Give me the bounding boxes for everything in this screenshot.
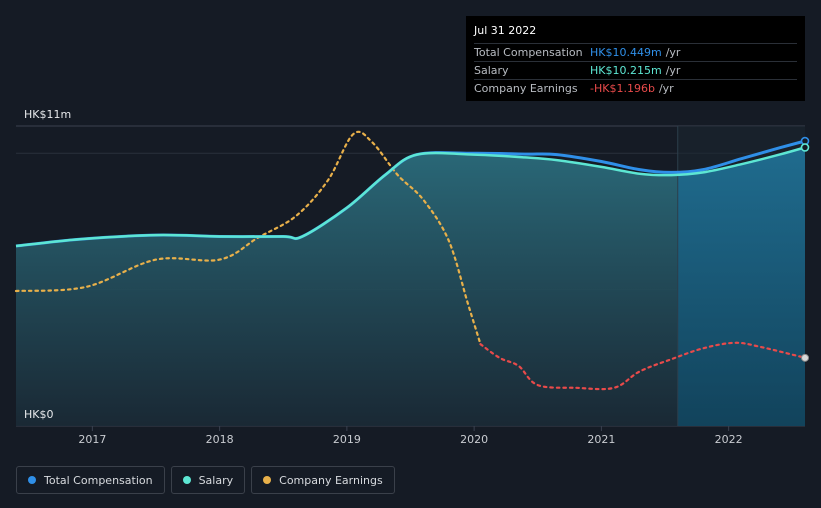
company-earnings-line — [14, 130, 482, 346]
y-axis-bottom-label: HK$0 — [24, 408, 53, 421]
tooltip-value: -HK$1.196b — [590, 82, 655, 95]
x-tick-label: 2021 — [587, 433, 615, 446]
salary-area — [16, 126, 805, 426]
tooltip-date: Jul 31 2022 — [474, 24, 537, 37]
legend-label: Company Earnings — [279, 473, 383, 487]
legend-label: Total Compensation — [44, 473, 153, 487]
chart-tooltip: Jul 31 2022 Total Compensation HK$10.449… — [466, 16, 805, 101]
tooltip-row-company-earnings: Company Earnings -HK$1.196b /yr — [474, 79, 797, 97]
tooltip-label: Total Compensation — [474, 46, 583, 59]
tooltip-value: HK$10.215m — [590, 64, 662, 77]
legend-item-company-earnings[interactable]: Company Earnings — [251, 466, 395, 494]
salary-line — [15, 146, 806, 248]
x-axis-ticks: 2017 2018 2019 2020 2021 2022 — [78, 426, 743, 446]
tooltip-unit: /yr — [665, 64, 681, 77]
legend-dot-icon — [182, 476, 191, 484]
tooltip-row-salary: Salary HK$10.215m /yr — [474, 61, 797, 79]
x-tick-label: 2022 — [715, 433, 743, 446]
legend-dot-icon — [263, 476, 272, 484]
x-tick-label: 2018 — [206, 433, 234, 446]
series-lines — [14, 130, 807, 391]
tooltip-unit: /yr — [665, 46, 681, 59]
x-tick-label: 2019 — [333, 433, 361, 446]
x-tick-label: 2020 — [460, 433, 488, 446]
legend-label: Salary — [198, 473, 234, 487]
company-earnings-end-marker — [801, 353, 809, 362]
tooltip-unit: /yr — [658, 82, 674, 95]
tooltip-label: Company Earnings — [474, 82, 578, 95]
axis-labels: HK$11m HK$0 — [24, 108, 71, 421]
end-markers — [800, 136, 810, 362]
x-tick-label: 2017 — [78, 433, 106, 446]
tooltip-row-total-compensation: Total Compensation HK$10.449m /yr — [474, 43, 797, 61]
highlight-area-fill — [677, 147, 805, 426]
legend-item-salary[interactable]: Salary — [170, 466, 246, 494]
salary-end-marker — [800, 143, 810, 152]
salary-area-fill — [16, 147, 805, 426]
chart-legend: Total Compensation Salary Company Earnin… — [16, 466, 395, 494]
tooltip-label: Salary — [474, 64, 509, 77]
legend-item-total-compensation[interactable]: Total Compensation — [16, 466, 165, 494]
legend-dot-icon — [28, 476, 36, 484]
y-axis-top-label: HK$11m — [24, 108, 71, 121]
tooltip-value: HK$10.449m — [590, 46, 662, 59]
company-earnings-negative-line — [479, 341, 807, 391]
